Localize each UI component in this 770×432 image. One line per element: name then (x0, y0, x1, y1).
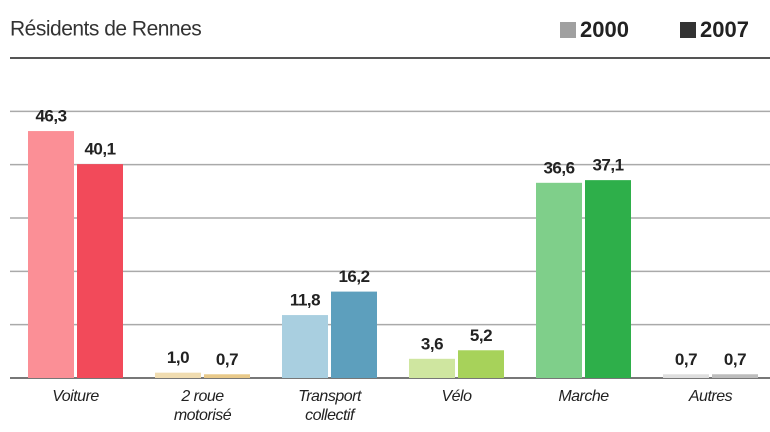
x-tick-label: Autres (688, 388, 733, 405)
bar (409, 358, 455, 378)
legend-swatch (680, 22, 696, 38)
bar (77, 164, 123, 378)
bar (663, 374, 709, 378)
bar (536, 182, 582, 378)
value-label: 46,3 (35, 107, 66, 126)
chart-title: Résidents de Rennes (10, 18, 201, 41)
value-label: 0,7 (724, 350, 746, 369)
x-tick-label: Voiture (52, 388, 99, 405)
bar (204, 374, 250, 378)
bar (458, 350, 504, 378)
value-label: 1,0 (167, 348, 189, 367)
value-label: 16,2 (338, 267, 369, 286)
legend-label: 2000 (580, 17, 629, 42)
bar (585, 180, 631, 378)
bar (712, 374, 758, 378)
x-tick-label: 2 roue motorisé (174, 388, 232, 424)
legend-swatch (560, 22, 576, 38)
value-label: 37,1 (592, 156, 623, 175)
value-label: 36,6 (543, 158, 574, 177)
bar (282, 315, 328, 378)
value-label: 3,6 (421, 334, 443, 353)
value-label: 0,7 (216, 350, 238, 369)
bar (331, 291, 377, 378)
value-label: 40,1 (84, 140, 115, 159)
x-tick-label: Vélo (441, 388, 472, 405)
x-tick-label: Marche (558, 388, 609, 405)
value-label: 0,7 (675, 350, 697, 369)
value-label: 11,8 (290, 291, 320, 310)
bar (155, 372, 201, 378)
legend-label: 2007 (700, 17, 749, 42)
value-label: 5,2 (470, 326, 492, 345)
x-tick-label: Transport collectif (298, 388, 362, 424)
bar (28, 131, 74, 378)
